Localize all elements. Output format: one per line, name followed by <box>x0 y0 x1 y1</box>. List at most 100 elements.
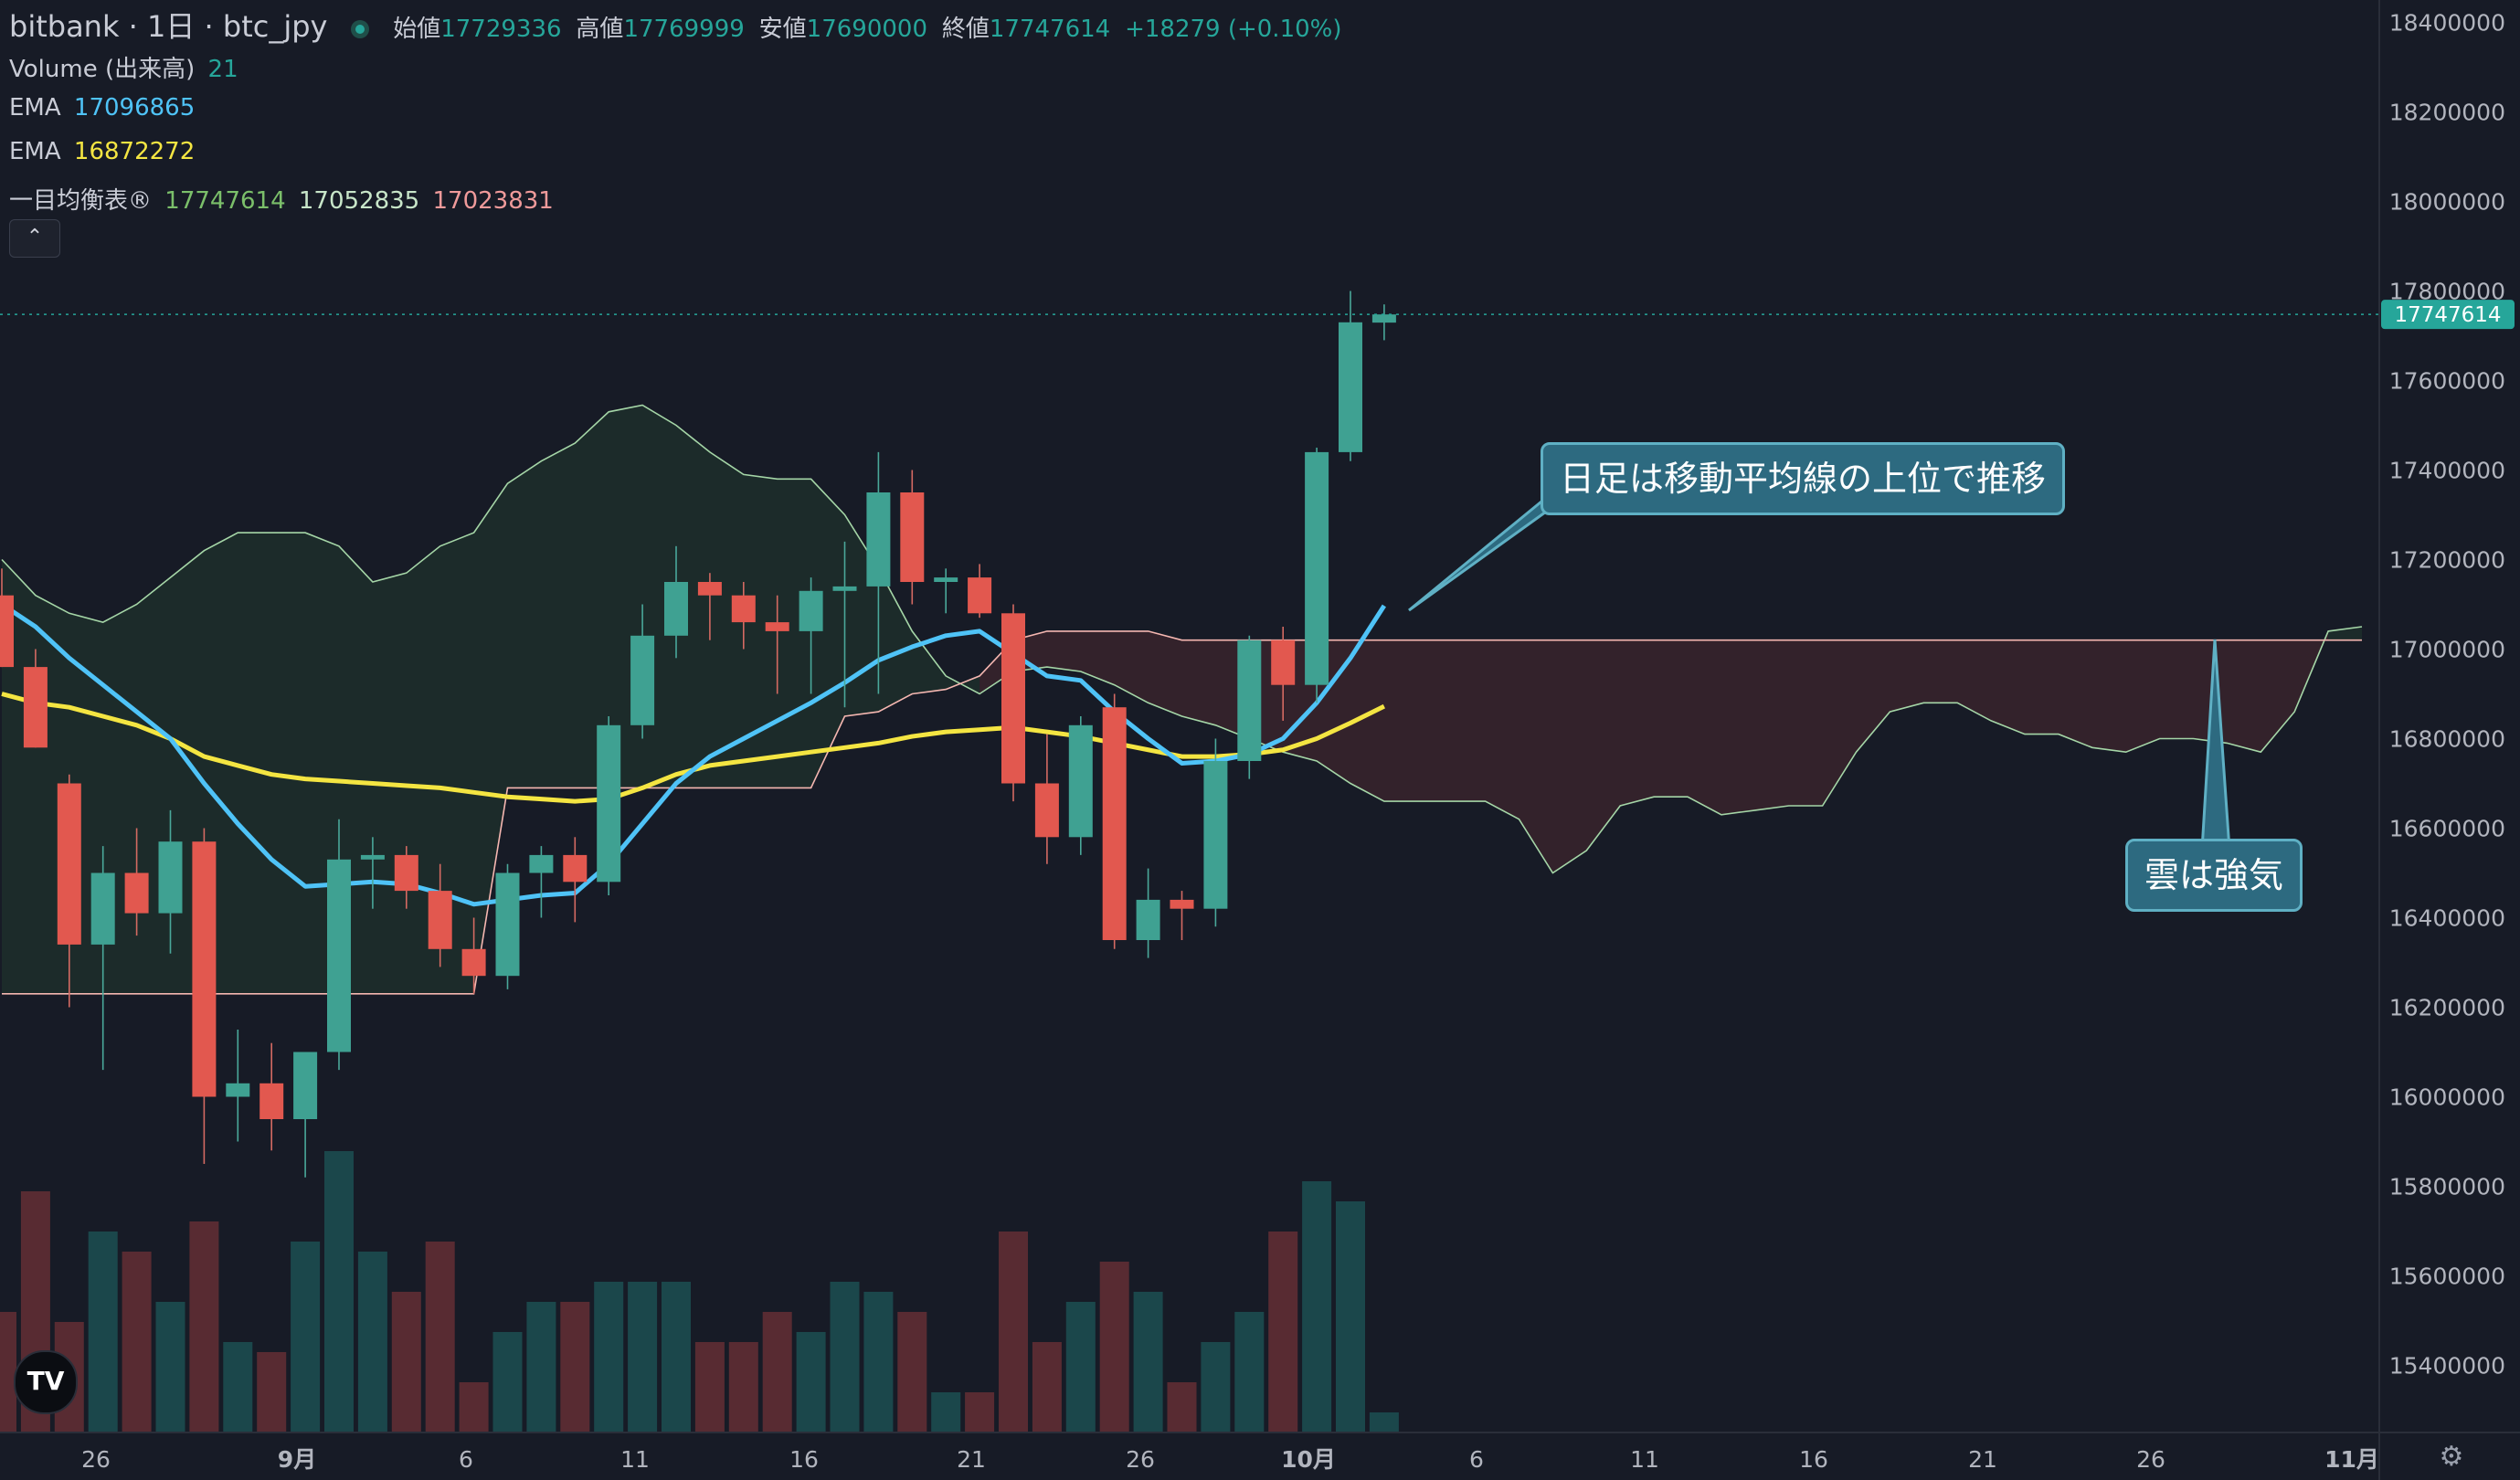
ema-fast-line <box>0 602 1387 907</box>
volume-bar <box>526 1302 556 1432</box>
candle-up <box>1339 291 1362 461</box>
candle-up <box>90 846 115 1071</box>
cloud-bullish-segment <box>2 405 980 994</box>
candle-down <box>23 649 48 748</box>
volume-bar <box>1369 1412 1399 1432</box>
price-tick-label: 17400000 <box>2389 458 2505 484</box>
price-tick-label: 18000000 <box>2389 189 2505 216</box>
candle-down <box>1170 891 1194 940</box>
candle-up <box>934 568 958 614</box>
volume-bars <box>0 1151 1399 1432</box>
symbol-legend: bitbank · 1日 · btc_jpy 始値17729336 高値1776… <box>9 4 1348 46</box>
volume-bar <box>155 1302 185 1432</box>
close-value: 17747614 <box>989 16 1111 43</box>
svg-text:17747614: 17747614 <box>2394 303 2501 327</box>
volume-bar <box>459 1382 489 1432</box>
candle-up <box>495 863 520 989</box>
ema-slow-legend[interactable]: EMA 16872272 <box>9 138 200 165</box>
candle-down <box>697 573 722 640</box>
price-tick-label: 18400000 <box>2389 10 2505 37</box>
chevron-up-icon: ⌃ <box>26 226 44 248</box>
candle-up <box>327 819 351 1071</box>
volume-bar <box>1065 1302 1096 1432</box>
volume-bar <box>1302 1181 1332 1432</box>
volume-bar <box>863 1292 894 1432</box>
time-tick-label: 11月 <box>2324 1446 2379 1473</box>
callout-price-note: 日足は移動平均線の上位で推移 <box>1541 442 2066 515</box>
volume-label: Volume (出来高) <box>9 56 196 83</box>
callout-cloud-text: 雲は強気 <box>2144 855 2284 895</box>
volume-bar <box>965 1392 995 1432</box>
volume-bar <box>1099 1262 1129 1432</box>
candle-down <box>124 828 149 936</box>
volume-bar <box>257 1352 287 1432</box>
indicator-lines <box>0 602 1387 907</box>
time-tick-label: 11 <box>620 1446 650 1473</box>
candle-down <box>1034 734 1059 864</box>
ichimoku-value-2: 17052835 <box>298 187 420 215</box>
volume-bar <box>425 1242 455 1432</box>
gear-icon[interactable]: ⚙ <box>2439 1441 2464 1473</box>
candle-up <box>1237 635 1262 779</box>
candle-down <box>900 470 925 605</box>
volume-bar <box>391 1292 421 1432</box>
high-label: 高値 <box>576 16 624 43</box>
ichimoku-value-1: 17747614 <box>164 187 286 215</box>
candle-up <box>799 577 823 694</box>
price-tick-label: 15600000 <box>2389 1263 2505 1290</box>
time-tick-label: 11 <box>1630 1446 1659 1473</box>
candle-down <box>1271 627 1296 721</box>
tradingview-logo[interactable]: TV <box>14 1350 78 1414</box>
volume-bar <box>1133 1292 1163 1432</box>
ema-slow-value: 16872272 <box>73 138 196 165</box>
cloud-bullish-segment <box>2328 627 2362 640</box>
time-tick-label: 21 <box>957 1446 986 1473</box>
ichimoku-value-3: 17023831 <box>432 187 554 215</box>
collapse-legend-button[interactable]: ⌃ <box>9 219 60 258</box>
candle-down <box>259 1042 284 1151</box>
price-tick-label: 16600000 <box>2389 816 2505 842</box>
candle-down <box>765 595 789 694</box>
ichimoku-label: 一目均衡表® <box>9 187 153 215</box>
cloud-span-b-line <box>2 630 2362 995</box>
symbol-title[interactable]: bitbank · 1日 · btc_jpy <box>9 9 328 44</box>
candle-up <box>1136 868 1160 958</box>
time-tick-label: 10月 <box>1281 1446 1336 1473</box>
volume-bar <box>628 1282 658 1432</box>
time-tick-label: 26 <box>2136 1446 2165 1473</box>
close-label: 終値 <box>941 16 990 43</box>
candle-down <box>57 774 81 1008</box>
candle-down <box>563 837 588 923</box>
volume-bar <box>1201 1342 1231 1432</box>
candle-up <box>1371 304 1396 341</box>
price-tick-label: 16400000 <box>2389 905 2505 932</box>
volume-legend[interactable]: Volume (出来高) 21 <box>9 50 244 84</box>
high-value: 17769999 <box>623 16 745 43</box>
volume-bar <box>762 1312 792 1432</box>
ema-fast-label: EMA <box>9 94 61 122</box>
price-tick-label: 18200000 <box>2389 100 2505 126</box>
time-tick-label: 26 <box>81 1446 111 1473</box>
volume-bar <box>999 1232 1028 1432</box>
price-axis[interactable]: 15400000 15600000 15800000 16000000 16200000… <box>2389 10 2505 1380</box>
price-tick-label: 17600000 <box>2389 368 2505 395</box>
candle-up <box>1305 448 1329 703</box>
open-value: 17729336 <box>440 16 562 43</box>
candle-up <box>1203 738 1228 927</box>
price-tick-label: 16000000 <box>2389 1084 2505 1111</box>
volume-bar <box>1268 1232 1298 1432</box>
volume-bar <box>931 1392 961 1432</box>
candle-down <box>192 828 217 1164</box>
time-axis[interactable]: 26 9月 6 11 16 21 26 10月 6 11 16 21 26 11月 <box>81 1446 2379 1473</box>
open-label: 始値 <box>393 16 441 43</box>
ema-fast-legend[interactable]: EMA 17096865 <box>9 94 200 122</box>
candle-up <box>630 604 655 739</box>
volume-bar <box>1336 1201 1365 1432</box>
time-tick-label: 26 <box>1126 1446 1155 1473</box>
ichimoku-legend[interactable]: 一目均衡表® 17747614 17052835 17023831 <box>9 182 559 216</box>
candle-down <box>731 582 756 650</box>
candle-down <box>1001 604 1025 802</box>
change-value: +18279 (+0.10%) <box>1125 16 1342 43</box>
callout-cloud-note: 雲は強気 <box>2125 839 2303 912</box>
